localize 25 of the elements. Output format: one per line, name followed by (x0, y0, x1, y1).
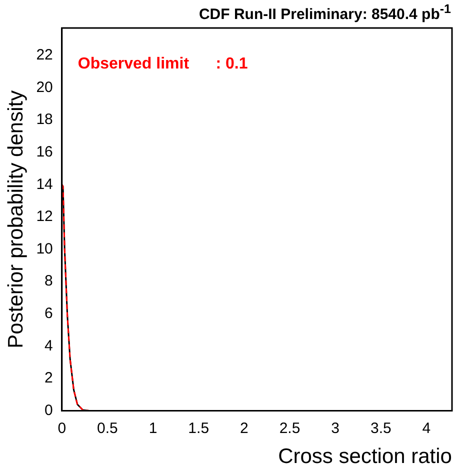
x-tick-label: 1 (148, 420, 158, 437)
x-axis-title: Cross section ratio (278, 445, 452, 468)
y-tick-label: 14 (36, 176, 53, 193)
y-tick-label: 12 (36, 208, 53, 226)
x-tick-label: 4 (422, 420, 431, 437)
chart-title: CDF Run-II Preliminary: 8540.4 pb$^{-1}$ (198, 2, 451, 23)
annotation: Observed limit : 0.1 (78, 55, 248, 72)
y-tick-label: 10 (36, 240, 53, 258)
y-tick-label: 22 (36, 46, 53, 64)
x-tick-label: 1.5 (188, 420, 210, 437)
y-tick-label: 2 (44, 370, 53, 387)
x-tick-label: 2.5 (279, 420, 300, 437)
y-tick-label: 0 (44, 402, 53, 419)
x-tick-label: 3.5 (370, 420, 392, 437)
x-tick-label: 2 (240, 420, 248, 437)
x-tick-label: 0 (58, 420, 66, 437)
x-tick-label: 3 (331, 420, 340, 437)
y-tick-label: 6 (44, 305, 53, 322)
y-tick-label: 20 (36, 78, 53, 96)
y-tick-label: 16 (36, 144, 53, 161)
y-tick-label: 8 (44, 272, 53, 290)
y-tick-label: 18 (36, 111, 53, 128)
x-tick-label: 0.5 (97, 420, 118, 437)
y-axis-title: Posterior probability density (4, 90, 28, 348)
y-tick-label: 4 (44, 337, 53, 354)
